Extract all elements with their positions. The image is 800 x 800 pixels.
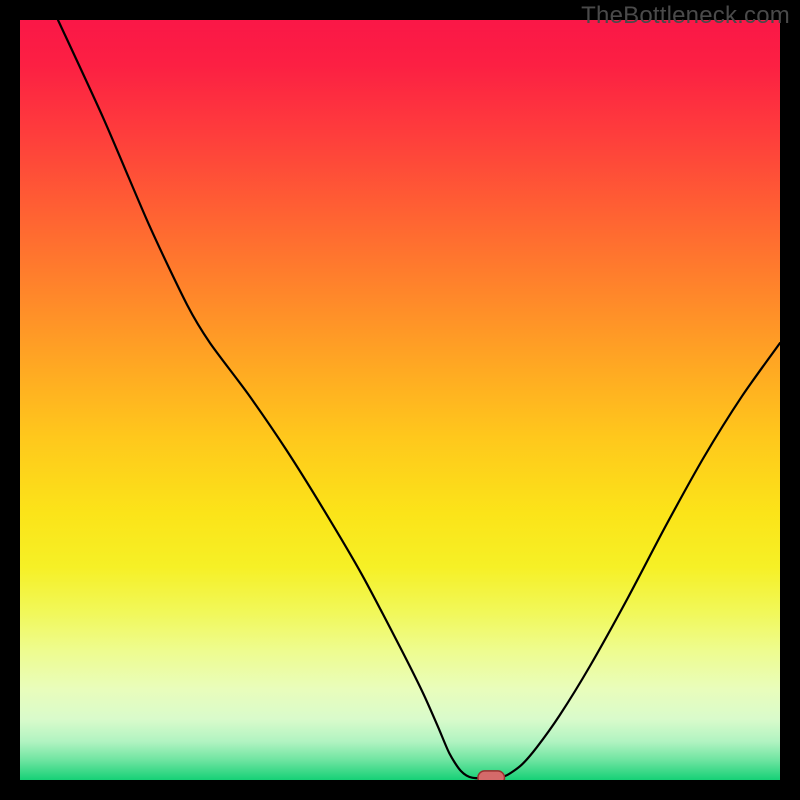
watermark-text: TheBottleneck.com [581, 2, 790, 30]
bottleneck-curve-chart [20, 20, 780, 780]
chart-frame: TheBottleneck.com [0, 0, 800, 800]
sweet-spot-marker [478, 771, 505, 780]
gradient-background [20, 20, 780, 780]
plot-area [20, 20, 780, 780]
